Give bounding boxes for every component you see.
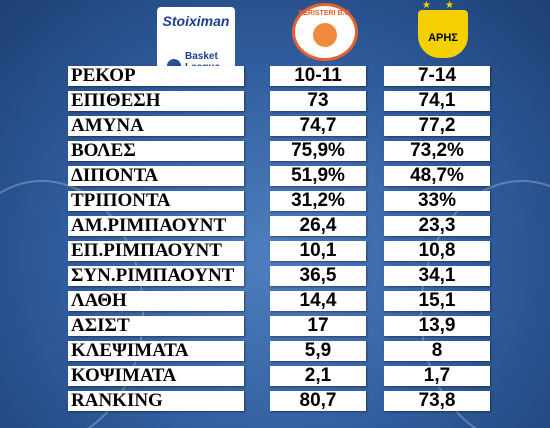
- stat-label: ΑΣΙΣΤ: [68, 316, 244, 336]
- team2-logo: ΑΡΗΣ: [418, 10, 468, 58]
- league-line: Basket: [185, 51, 218, 62]
- team2-value: 73,8: [384, 391, 490, 411]
- team2-value: 23,3: [384, 216, 490, 236]
- team1-value: 73: [270, 91, 366, 111]
- stat-label: ΡΕΚΟΡ: [68, 66, 244, 86]
- team2-value: 48,7%: [384, 166, 490, 186]
- team2-value: 73,2%: [384, 141, 490, 161]
- team1-value: 31,2%: [270, 191, 366, 211]
- team1-logo: PERISTERI B.C.: [292, 3, 358, 61]
- stat-label: RANKING: [68, 391, 244, 411]
- team1-value: 2,1: [270, 366, 366, 386]
- sponsor: Stoiximan: [162, 13, 230, 29]
- team1-value: 14,4: [270, 291, 366, 311]
- stat-label: ΑΜ.ΡΙΜΠΑΟΥΝΤ: [68, 216, 244, 236]
- stat-label: ΚΛΕΨΙΜΑΤΑ: [68, 341, 244, 361]
- stat-label: ΚΟΨΙΜΑΤΑ: [68, 366, 244, 386]
- stat-label: ΕΠ.ΡΙΜΠΑΟΥΝΤ: [68, 241, 244, 261]
- team1-value: 17: [270, 316, 366, 336]
- team2-value: 7-14: [384, 66, 490, 86]
- team2-value: 13,9: [384, 316, 490, 336]
- team1-value: 74,7: [270, 116, 366, 136]
- team1-value: 51,9%: [270, 166, 366, 186]
- stat-label: ΤΡΙΠΟΝΤΑ: [68, 191, 244, 211]
- team2-value: 1,7: [384, 366, 490, 386]
- stat-label: ΒΟΛΕΣ: [68, 141, 244, 161]
- stars: ★★: [422, 0, 468, 11]
- stat-label: ΣΥΝ.ΡΙΜΠΑΟΥΝΤ: [68, 266, 244, 286]
- team2-value: 10,8: [384, 241, 490, 261]
- team1-value: 10,1: [270, 241, 366, 261]
- team1-value: 36,5: [270, 266, 366, 286]
- team1-value: 80,7: [270, 391, 366, 411]
- team2-value: 33%: [384, 191, 490, 211]
- team1-value: 75,9%: [270, 141, 366, 161]
- stat-label: ΔΙΠΟΝΤΑ: [68, 166, 244, 186]
- team1-ball: [313, 23, 337, 47]
- team2-value: 8: [384, 341, 490, 361]
- team2-value: 77,2: [384, 116, 490, 136]
- team2-value: 74,1: [384, 91, 490, 111]
- team1-value: 10-11: [270, 66, 366, 86]
- stat-label: ΑΜΥΝΑ: [68, 116, 244, 136]
- stat-label: ΕΠΙΘΕΣΗ: [68, 91, 244, 111]
- team1-value: 26,4: [270, 216, 366, 236]
- team1-logo-text: PERISTERI B.C.: [298, 10, 352, 17]
- team2-value: 15,1: [384, 291, 490, 311]
- team1-value: 5,9: [270, 341, 366, 361]
- team2-logo-text: ΑΡΗΣ: [428, 32, 458, 44]
- team2-value: 34,1: [384, 266, 490, 286]
- stat-label: ΛΑΘΗ: [68, 291, 244, 311]
